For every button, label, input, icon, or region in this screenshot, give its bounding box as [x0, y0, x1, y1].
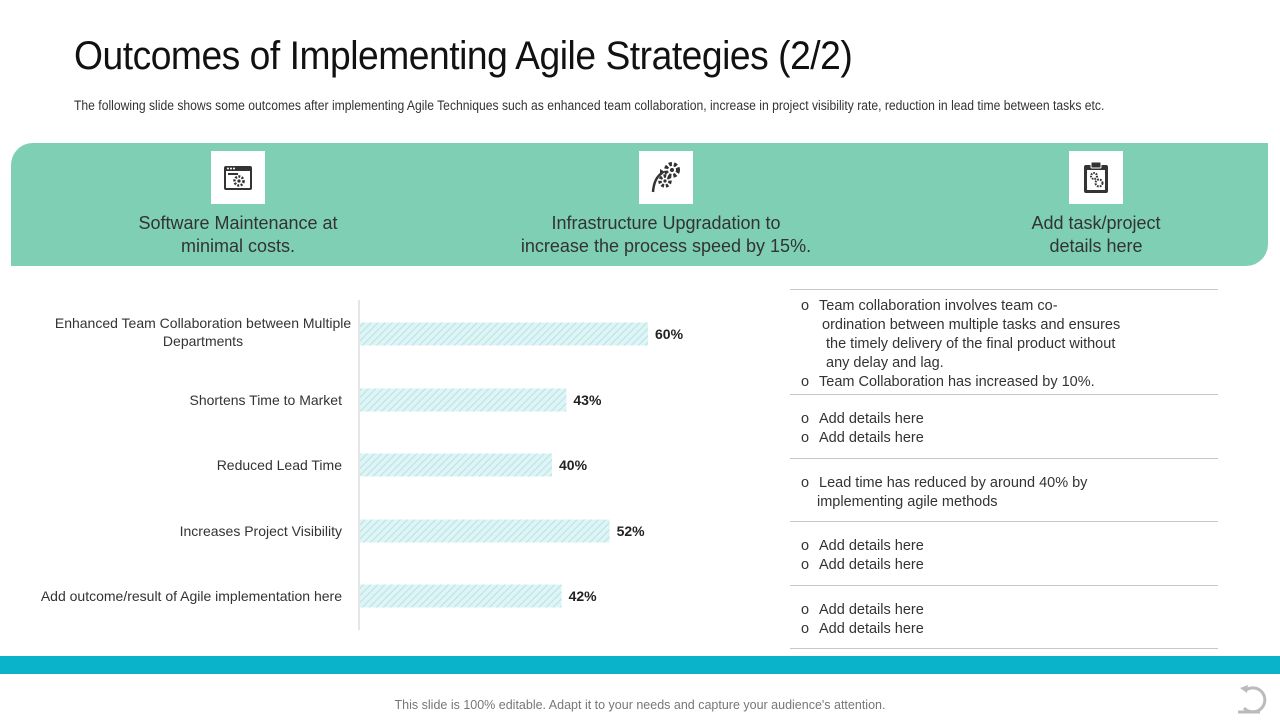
- chart-value-label: 40%: [559, 457, 588, 473]
- outcomes-banner: Software Maintenance at minimal costs. I…: [11, 143, 1268, 266]
- bullet-mark: o: [801, 621, 810, 637]
- footer-note: This slide is 100% editable. Adapt it to…: [394, 698, 886, 712]
- clipboard-gear-icon: [1069, 151, 1123, 204]
- chart-category-label: Reduced Lead Time: [217, 457, 343, 473]
- bullet-mark: o: [801, 298, 810, 314]
- detail-text: Add details here: [819, 602, 924, 618]
- detail-text: the timely delivery of the final product…: [826, 336, 1116, 352]
- detail-row: o Add details here o Add details here: [790, 585, 1218, 649]
- detail-text: Lead time has reduced by around 40% by: [819, 475, 1088, 491]
- chart-value-label: 52%: [617, 523, 646, 539]
- detail-text: Team Collaboration has increased by 10%.: [819, 374, 1095, 390]
- detail-text: Add details here: [819, 430, 924, 446]
- bullet-mark: o: [801, 557, 810, 573]
- banner-line: Software Maintenance at: [138, 213, 338, 233]
- chart-value-label: 42%: [569, 588, 598, 604]
- detail-row: o Add details here o Add details here: [790, 394, 1218, 458]
- detail-row: o Lead time has reduced by around 40% by i…: [790, 458, 1218, 521]
- bullet-mark: o: [801, 430, 810, 446]
- banner-item-maintenance: Software Maintenance at minimal costs.: [58, 143, 418, 266]
- chart-bar: [360, 453, 552, 477]
- chart-category-label: Add outcome/result of Agile implementati…: [41, 588, 342, 604]
- banner-text-infrastructure: Infrastructure Upgradation to increase t…: [486, 212, 846, 258]
- chart-category-label: Enhanced Team Collaboration between Mult…: [55, 315, 351, 349]
- chart-value-label: 60%: [655, 326, 684, 342]
- slide-title: Outcomes of Implementing Agile Strategie…: [74, 34, 853, 78]
- banner-text-task-details: Add task/project details here: [916, 212, 1276, 258]
- outcomes-bar-chart: 60% Enhanced Team Collaboration between M…: [0, 290, 760, 640]
- banner-line: increase the process speed by 15%.: [520, 236, 812, 256]
- banner-line: details here: [1049, 236, 1143, 256]
- chart-bar: [360, 584, 562, 608]
- banner-item-infrastructure: Infrastructure Upgradation to increase t…: [486, 143, 846, 266]
- bullet-mark: o: [801, 374, 810, 390]
- detail-text: Team collaboration involves team co-: [819, 298, 1058, 314]
- bullet-mark: o: [801, 602, 810, 618]
- browser-gear-icon: [211, 151, 265, 204]
- chart-bar: [360, 519, 610, 543]
- slide-subtitle: The following slide shows some outcomes …: [74, 98, 1105, 113]
- chart-category-label: Shortens Time to Market: [189, 392, 342, 408]
- bullet-mark: o: [801, 538, 810, 554]
- chart-bar: [360, 388, 567, 412]
- banner-line: Add task/project: [1031, 213, 1161, 233]
- banner-line: minimal costs.: [180, 236, 296, 256]
- bullet-mark: o: [801, 411, 810, 427]
- bullet-mark: o: [801, 475, 810, 491]
- banner-item-task-details: Add task/project details here: [916, 143, 1276, 266]
- detail-text: Add details here: [819, 557, 924, 573]
- banner-text-maintenance: Software Maintenance at minimal costs.: [58, 212, 418, 258]
- detail-text: Add details here: [819, 411, 924, 427]
- detail-text: implementing agile methods: [817, 494, 998, 510]
- detail-row: o Team collaboration involves team co-ord…: [790, 289, 1218, 394]
- detail-text: Add details here: [819, 538, 924, 554]
- detail-text: Add details here: [819, 621, 924, 637]
- cycle-logo-icon: [1234, 680, 1274, 716]
- chart-bar: [360, 322, 648, 346]
- gears-upgrade-icon: [639, 151, 693, 204]
- detail-row: o Add details here o Add details here: [790, 521, 1218, 585]
- banner-line: Infrastructure Upgradation to: [551, 213, 781, 233]
- chart-category-label: Increases Project Visibility: [180, 523, 342, 539]
- bottom-accent-bar: [0, 656, 1280, 674]
- detail-text: ordination between multiple tasks and en…: [822, 317, 1121, 333]
- detail-text: any delay and lag.: [826, 355, 944, 371]
- bar-chart-svg: 60% Enhanced Team Collaboration between M…: [41, 300, 684, 630]
- chart-value-label: 43%: [573, 392, 602, 408]
